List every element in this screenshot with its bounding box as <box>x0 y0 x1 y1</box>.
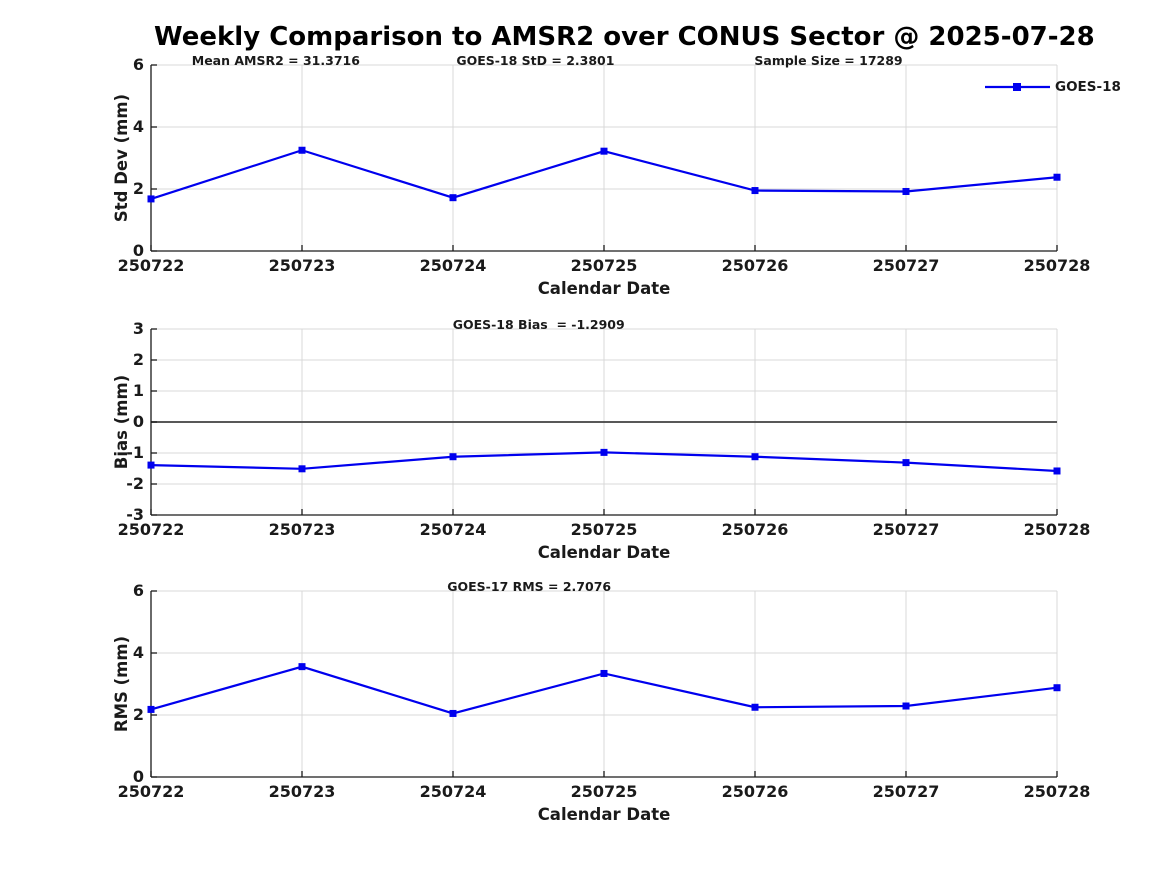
y-tick-label: 0 <box>132 241 144 260</box>
data-point-marker <box>147 195 155 203</box>
x-tick-label: 250726 <box>721 256 789 275</box>
data-point-marker <box>147 705 155 713</box>
data-point-marker <box>298 465 306 473</box>
y-tick-label: 4 <box>132 117 144 136</box>
data-point-marker <box>600 147 608 155</box>
plot-annotation: Mean AMSR2 = 31.3716 <box>191 53 360 68</box>
x-tick-label: 250726 <box>721 520 789 539</box>
x-tick-label: 250722 <box>117 782 185 801</box>
figure-title: Weekly Comparison to AMSR2 over CONUS Se… <box>154 22 1095 52</box>
plot-annotation: Sample Size = 17289 <box>754 53 903 68</box>
y-tick-label: 6 <box>132 581 144 600</box>
data-point-marker <box>1053 684 1061 692</box>
y-tick-label: -2 <box>126 474 144 493</box>
data-point-marker <box>449 453 457 461</box>
data-point-marker <box>600 669 608 677</box>
y-tick-label: 2 <box>132 179 144 198</box>
data-point-marker <box>600 448 608 456</box>
x-tick-label: 250727 <box>872 256 940 275</box>
y-tick-label: 1 <box>132 381 144 400</box>
y-tick-label: 3 <box>132 319 144 338</box>
x-tick-label: 250724 <box>419 520 487 539</box>
x-tick-label: 250728 <box>1023 782 1091 801</box>
legend-marker-sample <box>1013 83 1021 91</box>
data-point-marker <box>298 663 306 671</box>
y-axis-label: Bias (mm) <box>112 374 131 470</box>
data-point-marker <box>902 187 910 195</box>
x-axis-label: Calendar Date <box>537 543 671 562</box>
x-tick-label: 250725 <box>570 782 638 801</box>
x-tick-label: 250723 <box>268 256 336 275</box>
y-tick-label: -3 <box>126 505 144 524</box>
y-tick-label: 2 <box>132 350 144 369</box>
y-axis-label: RMS (mm) <box>112 635 131 733</box>
x-tick-label: 250725 <box>570 520 638 539</box>
data-point-marker <box>449 194 457 202</box>
y-tick-label: 6 <box>132 55 144 74</box>
data-point-marker <box>1053 173 1061 181</box>
legend-label: GOES-18 <box>1055 79 1121 95</box>
x-tick-label: 250726 <box>721 782 789 801</box>
data-point-marker <box>751 453 759 461</box>
x-tick-label: 250725 <box>570 256 638 275</box>
y-tick-label: 4 <box>132 643 144 662</box>
y-tick-label: 0 <box>132 412 144 431</box>
x-tick-label: 250724 <box>419 256 487 275</box>
data-point-marker <box>902 459 910 467</box>
x-tick-label: 250724 <box>419 782 487 801</box>
plot-annotation: GOES-18 Bias = -1.2909 <box>452 317 625 332</box>
x-tick-label: 250722 <box>117 256 185 275</box>
y-tick-label: -1 <box>126 443 144 462</box>
x-tick-label: 250723 <box>268 520 336 539</box>
y-tick-label: 0 <box>132 767 144 786</box>
data-point-marker <box>902 702 910 710</box>
data-point-marker <box>751 187 759 195</box>
x-tick-label: 250728 <box>1023 256 1091 275</box>
plot-annotation: GOES-17 RMS = 2.7076 <box>447 579 612 594</box>
x-tick-label: 250727 <box>872 782 940 801</box>
x-tick-label: 250722 <box>117 520 185 539</box>
x-axis-label: Calendar Date <box>537 279 671 298</box>
x-tick-label: 250727 <box>872 520 940 539</box>
y-tick-label: 2 <box>132 705 144 724</box>
x-axis-label: Calendar Date <box>537 805 671 824</box>
data-point-marker <box>751 703 759 711</box>
data-point-marker <box>449 709 457 717</box>
data-point-marker <box>1053 467 1061 475</box>
x-tick-label: 250728 <box>1023 520 1091 539</box>
plot-annotation: GOES-18 StD = 2.3801 <box>456 53 615 68</box>
x-tick-label: 250723 <box>268 782 336 801</box>
data-point-marker <box>147 461 155 469</box>
y-axis-label: Std Dev (mm) <box>112 93 131 223</box>
data-point-marker <box>298 146 306 154</box>
